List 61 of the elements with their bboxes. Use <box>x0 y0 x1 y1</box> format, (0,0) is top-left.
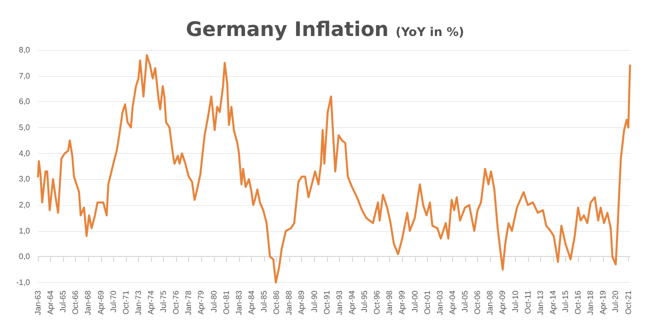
y-tick-label: 2,0 <box>18 200 31 210</box>
x-tick-label: Jul-20 <box>611 290 620 312</box>
x-tick-label: Apr-99 <box>398 290 407 315</box>
x-tick-label: Jul-65 <box>58 290 68 312</box>
x-tick-label: Apr-14 <box>548 290 558 315</box>
x-tick-label: Jul-85 <box>260 290 269 312</box>
x-tick-label: Apr-69 <box>96 290 106 315</box>
y-tick-label: 4,0 <box>18 148 31 158</box>
x-tick-label: Apr-84 <box>247 290 256 315</box>
chart-title: Germany Inflation <box>186 17 396 41</box>
x-tick-label: Jul-80 <box>209 290 218 312</box>
x-tick-label: Jan-83 <box>234 290 244 316</box>
x-tick-label: Jul-70 <box>108 290 118 312</box>
x-tick-label: Jul-95 <box>360 290 370 312</box>
x-tick-label: Jul-15 <box>560 290 570 312</box>
x-tick-label: Oct-06 <box>473 290 482 315</box>
x-tick-label: Oct-86 <box>272 290 282 315</box>
x-tick-label: Oct-21 <box>624 290 633 315</box>
x-tick-label: Apr-64 <box>46 290 56 315</box>
x-tick-label: Jul-05 <box>460 290 470 312</box>
x-tick-label: Jul-75 <box>159 290 168 312</box>
x-tick-label: Apr-94 <box>347 290 356 315</box>
y-tick-label: 5,0 <box>18 123 31 132</box>
x-tick-label: Oct-71 <box>121 290 130 315</box>
x-tick-label: Jul-00 <box>410 290 420 312</box>
y-tick-label: 7,0 <box>18 71 31 80</box>
x-tick-label: Jan-93 <box>334 290 344 316</box>
x-tick-label: Oct-96 <box>372 290 382 315</box>
x-tick-label: Jul-10 <box>510 290 520 312</box>
x-tick-label: Oct-16 <box>574 290 583 315</box>
y-tick-label: 0,0 <box>18 252 31 262</box>
y-tick-label: 8,0 <box>18 46 31 54</box>
x-tick-label: Apr-89 <box>297 290 306 315</box>
x-tick-label: Apr-19 <box>598 290 608 315</box>
x-tick-label: Oct-11 <box>523 290 532 314</box>
x-tick-label: Apr-04 <box>448 290 457 315</box>
x-tick-label: Jan-68 <box>84 290 93 316</box>
x-tick-label: Oct-76 <box>172 290 181 315</box>
x-tick-label: Oct-91 <box>322 290 332 315</box>
x-tick-label: Jan-63 <box>34 290 42 316</box>
x-tick-label: Jan-13 <box>536 290 545 316</box>
x-tick-label: Apr-09 <box>498 290 508 315</box>
x-tick-label: Oct-81 <box>222 290 231 315</box>
x-tick-label: Jan-88 <box>284 290 294 316</box>
x-tick-label: Apr-74 <box>146 290 156 315</box>
x-tick-label: Jan-73 <box>134 290 143 316</box>
y-tick-label: 3,0 <box>18 174 31 184</box>
x-tick-label: Jul-90 <box>310 290 319 312</box>
chart-subtitle: (YoY in %) <box>396 25 464 39</box>
x-tick-label: Oct-01 <box>422 290 432 315</box>
x-tick-label: Jan-78 <box>184 290 194 316</box>
y-tick-label: 1,0 <box>18 226 31 236</box>
x-tick-label: Jan-98 <box>385 290 394 316</box>
x-tick-label: Jan-18 <box>586 290 596 316</box>
x-tick-label: Oct-66 <box>71 290 80 315</box>
y-tick-label: -1,0 <box>16 278 31 288</box>
x-tick-label: Jan-03 <box>435 290 444 316</box>
line-series <box>37 54 631 284</box>
y-tick-label: 6,0 <box>18 97 31 106</box>
x-tick-label: Apr-79 <box>196 290 206 315</box>
x-tick-label: Jan-08 <box>486 290 495 316</box>
